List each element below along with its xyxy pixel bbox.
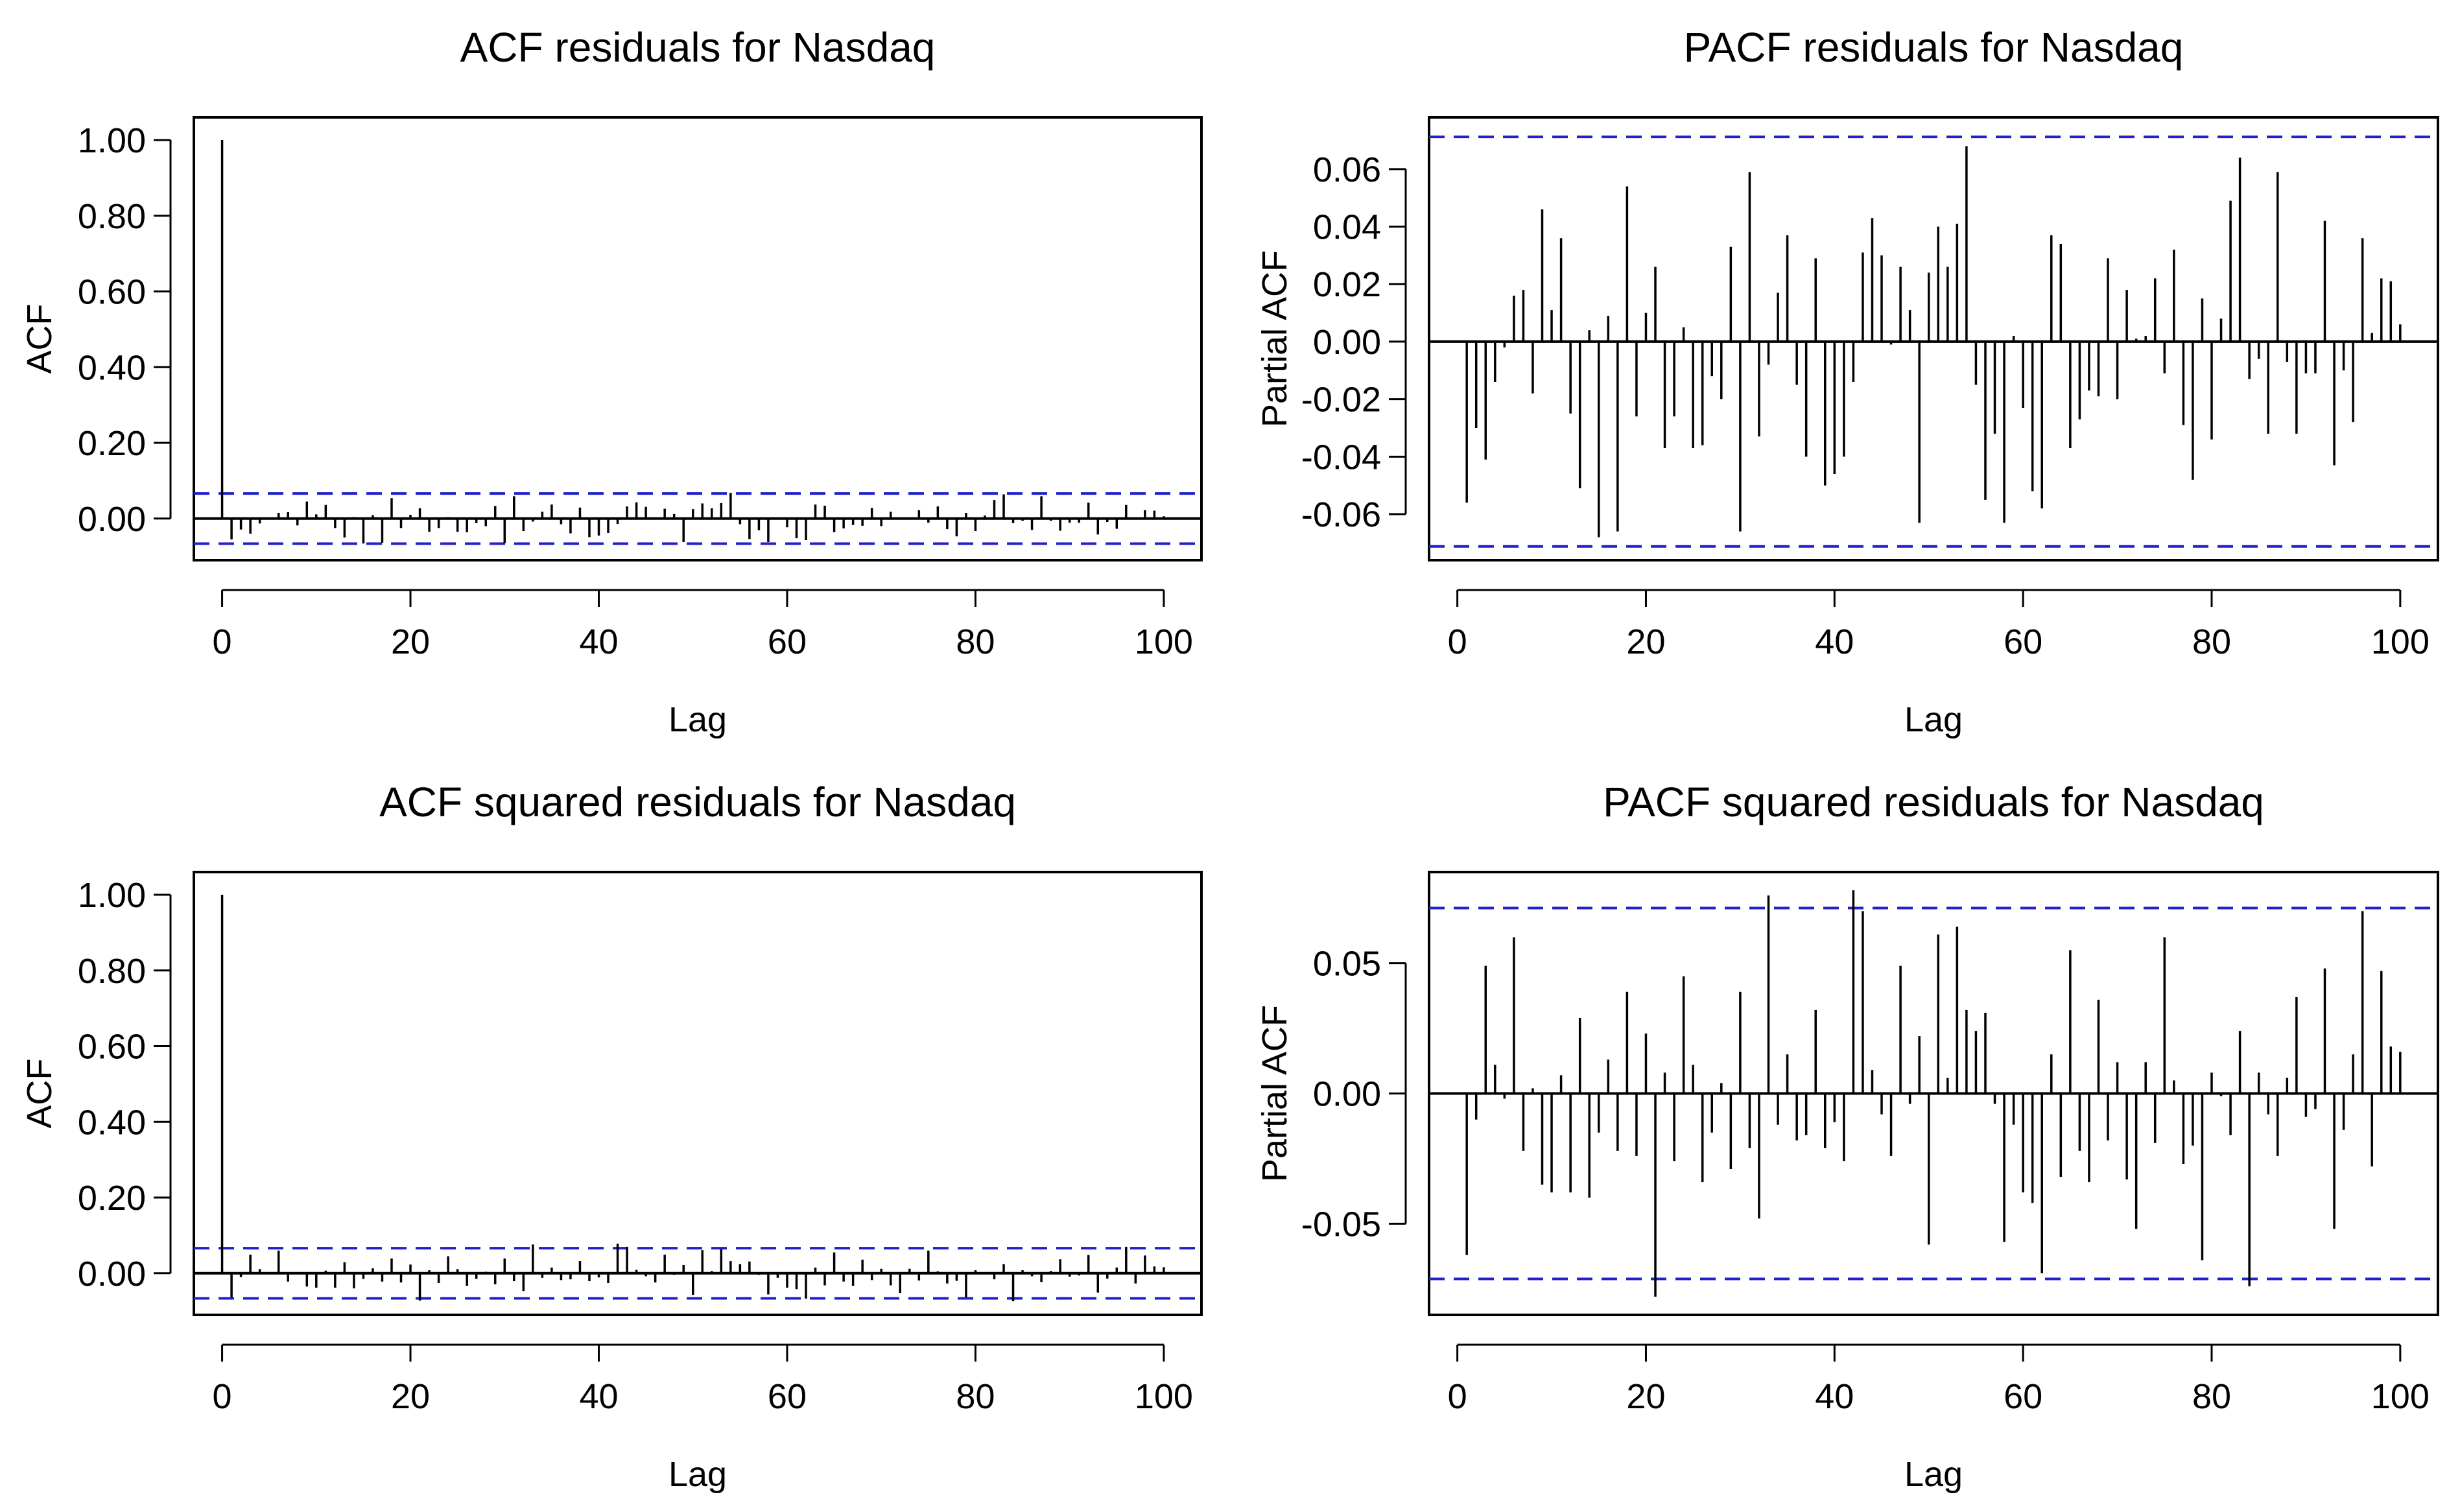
x-tick-label: 100: [1135, 622, 1193, 661]
x-tick-label: 0: [1448, 622, 1467, 661]
x-tick-label: 40: [579, 622, 618, 661]
panel-pacf-squared-residuals: PACF squared residuals for Nasdaq 0 20 40 60…: [1255, 779, 2439, 1494]
x-tick-label: 0: [1448, 1377, 1467, 1416]
plot-frame: [193, 116, 1203, 561]
panel-pacf-residuals: PACF residuals for Nasdaq 0 20 40 60 80 100 Lag…: [1255, 24, 2439, 739]
x-tick-label: 80: [2192, 1377, 2231, 1416]
y-tick-label: 0.00: [78, 1255, 146, 1293]
x-tick-label: 20: [1626, 1377, 1665, 1416]
y-tick-label: 0.20: [78, 1179, 146, 1218]
x-tick-label: 0: [213, 622, 232, 661]
y-tick-label: 0.05: [1313, 945, 1381, 984]
x-tick-label: 60: [768, 622, 807, 661]
y-tick-label: -0.05: [1301, 1205, 1381, 1244]
x-tick-label: 60: [2004, 622, 2042, 661]
x-tick-label: 20: [391, 622, 430, 661]
y-tick-label: 0.60: [78, 273, 146, 312]
chart-title: ACF residuals for Nasdaq: [460, 24, 936, 71]
panel-acf-squared-residuals: ACF squared residuals for Nasdaq 0 20 40 60 8…: [20, 779, 1203, 1494]
x-tick-label: 80: [2192, 622, 2231, 661]
x-tick-label: 40: [1815, 622, 1854, 661]
y-tick-label: 0.40: [78, 348, 146, 387]
x-axis-label: Lag: [1904, 1455, 1963, 1494]
y-tick-label: 0.80: [78, 952, 146, 991]
y-tick-label: 0.40: [78, 1103, 146, 1142]
y-tick-label: 0.02: [1313, 265, 1381, 304]
x-tick-label: 0: [213, 1377, 232, 1416]
y-tick-label: 0.60: [78, 1028, 146, 1067]
x-tick-label: 20: [391, 1377, 430, 1416]
chart-title: PACF residuals for Nasdaq: [1684, 24, 2184, 71]
x-tick-label: 20: [1626, 622, 1665, 661]
x-axis-label: Lag: [668, 700, 727, 739]
x-tick-label: 100: [1135, 1377, 1193, 1416]
x-axis-label: Lag: [668, 1455, 727, 1494]
x-tick-label: 40: [1815, 1377, 1854, 1416]
x-tick-label: 100: [2371, 1377, 2430, 1416]
plot-frame: [193, 871, 1203, 1316]
y-axis-label: ACF: [20, 1059, 59, 1129]
y-tick-label: 0.80: [78, 197, 146, 236]
y-axis-label: Partial ACF: [1255, 1005, 1294, 1182]
chart-title: PACF squared residuals for Nasdaq: [1603, 779, 2264, 825]
x-tick-label: 40: [579, 1377, 618, 1416]
chart-title: ACF squared residuals for Nasdaq: [379, 779, 1016, 825]
x-tick-label: 80: [956, 1377, 995, 1416]
y-tick-label: 0.20: [78, 424, 146, 463]
y-axis-label: ACF: [20, 304, 59, 374]
y-tick-label: -0.04: [1301, 438, 1381, 477]
x-axis-label: Lag: [1904, 700, 1963, 739]
x-tick-label: 100: [2371, 622, 2430, 661]
x-tick-label: 60: [768, 1377, 807, 1416]
y-axis-label: Partial ACF: [1255, 250, 1294, 427]
y-tick-label: 0.06: [1313, 150, 1381, 189]
y-tick-label: 1.00: [78, 876, 146, 915]
y-tick-label: 0.04: [1313, 208, 1381, 247]
y-tick-label: 0.00: [1313, 323, 1381, 362]
plot-frame: [1428, 116, 2439, 561]
y-tick-label: -0.06: [1301, 495, 1381, 534]
panel-acf-residuals: ACF residuals for Nasdaq 0 20 40 60 80 100 Lag 0…: [20, 24, 1203, 739]
x-tick-label: 80: [956, 622, 995, 661]
y-tick-label: 1.00: [78, 121, 146, 160]
y-tick-label: 0.00: [1313, 1075, 1381, 1114]
y-tick-label: -0.02: [1301, 381, 1381, 419]
y-tick-label: 0.00: [78, 500, 146, 539]
x-tick-label: 60: [2004, 1377, 2042, 1416]
